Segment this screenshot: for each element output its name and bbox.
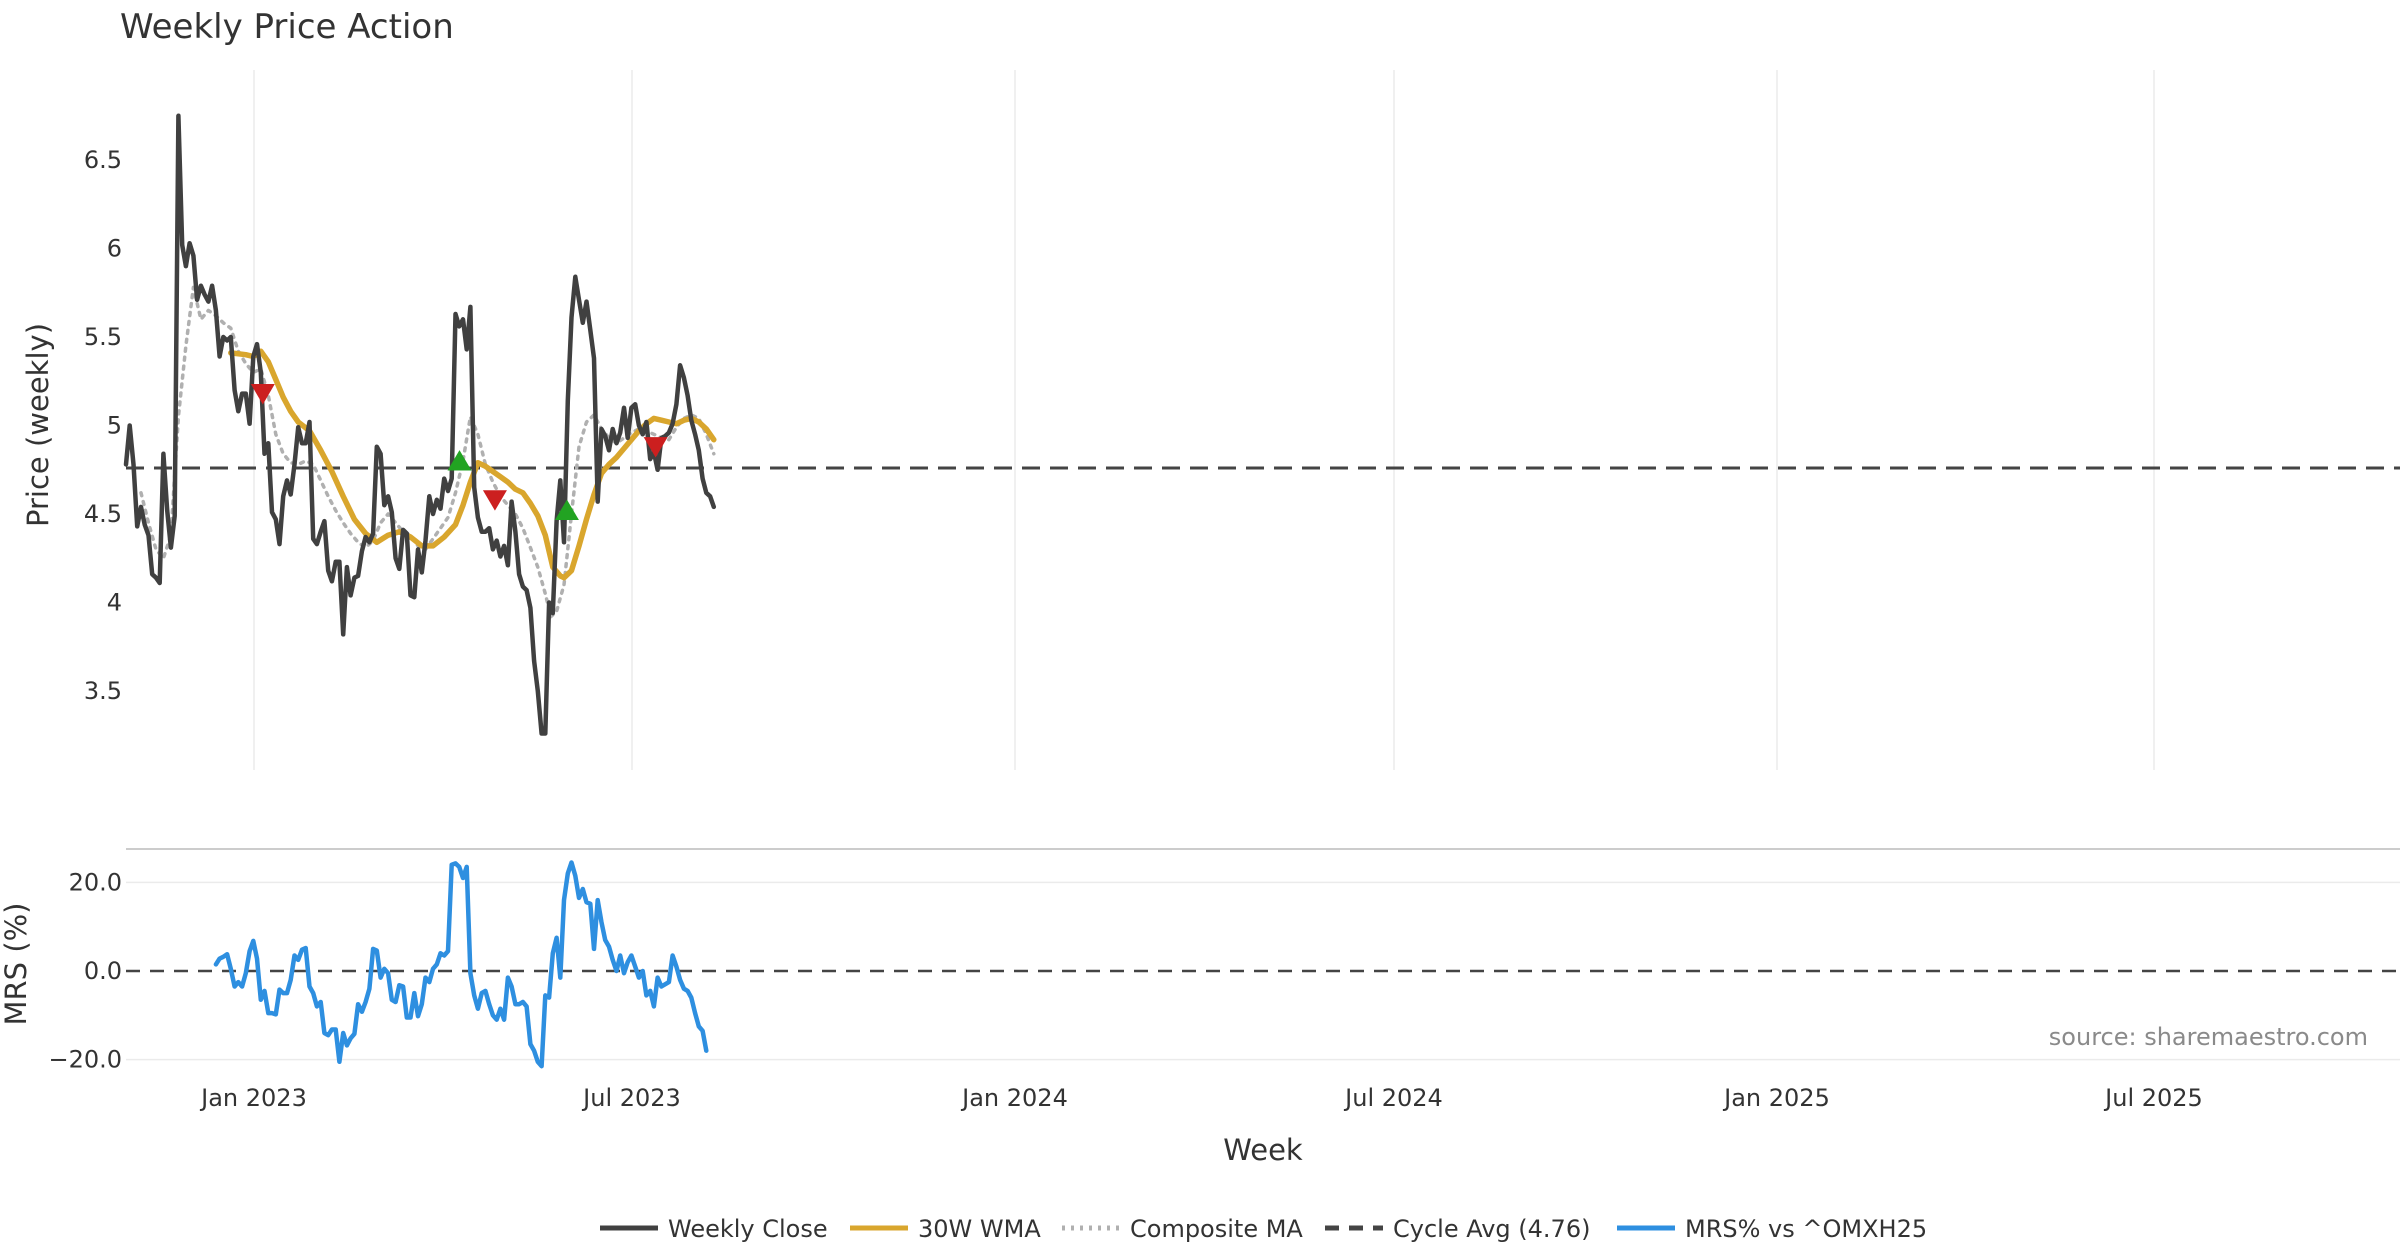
- mrs-panel: −20.0 0.0 20.0 MRS (%) source: sharemaestr…: [0, 848, 2400, 1074]
- chart-title: Weekly Price Action: [120, 7, 454, 47]
- price-y-ticks: 3.5 4 4.5 5 5.5 6 6.5: [84, 146, 122, 705]
- sell-signal-marker-4: [643, 437, 668, 458]
- x-tick-jul-2025: Jul 2025: [2103, 1084, 2203, 1112]
- buy-signal-marker-3: [554, 499, 579, 521]
- price-y-tick-0: 3.5: [84, 677, 122, 705]
- composite-ma-line: [139, 285, 716, 619]
- x-tick-jul-2024: Jul 2024: [1343, 1084, 1443, 1112]
- price-y-tick-4: 5.5: [84, 323, 122, 351]
- x-tick-jan-2024: Jan 2024: [960, 1084, 1068, 1112]
- price-y-tick-6: 6.5: [84, 146, 122, 174]
- legend-label-30w-wma: 30W WMA: [918, 1215, 1041, 1243]
- price-y-tick-5: 6: [107, 235, 122, 263]
- x-axis-label: Week: [1223, 1133, 1303, 1167]
- x-tick-jan-2023: Jan 2023: [199, 1084, 307, 1112]
- x-tick-jul-2023: Jul 2023: [581, 1084, 681, 1112]
- weekly-close-series: [123, 113, 717, 736]
- price-y-axis-label: Price (weekly): [21, 323, 55, 527]
- signal-markers: [250, 384, 668, 521]
- mrs-y-axis-label: MRS (%): [0, 903, 33, 1026]
- mrs-y-tick-0: −20.0: [48, 1046, 122, 1074]
- legend-label-weekly-close: Weekly Close: [668, 1215, 828, 1243]
- legend-label-cycle-avg-4-76: Cycle Avg (4.76): [1393, 1215, 1590, 1243]
- legend: Weekly Close 30W WMA Composite MA Cycle Avg…: [600, 1215, 1927, 1243]
- sell-signal-marker-2: [482, 490, 507, 511]
- price-y-tick-2: 4.5: [84, 500, 122, 528]
- mrs-gridlines: [126, 881, 2400, 1061]
- mrs-y-tick-1: 0.0: [84, 957, 122, 985]
- mrs-series: [126, 860, 2400, 1069]
- composite-ma-series: [139, 285, 716, 619]
- price-panel: 3.5 4 4.5 5 5.5 6 6.5 Price (weekly): [21, 70, 2400, 770]
- price-y-tick-3: 5: [107, 412, 122, 440]
- mrs-y-tick-2: 20.0: [69, 868, 122, 896]
- mrs-vs-omxh25-line: [213, 860, 709, 1069]
- legend-label-mrs-vs-omxh25: MRS% vs ^OMXH25: [1685, 1215, 1927, 1243]
- weekly-close-line: [123, 113, 717, 736]
- price-y-tick-1: 4: [107, 589, 122, 617]
- x-axis-ticks: Jan 2023 Jul 2023 Jan 2024 Jul 2024 Jan 2025…: [199, 1084, 2203, 1112]
- source-label: source: sharemaestro.com: [2049, 1023, 2368, 1051]
- legend-label-composite-ma: Composite MA: [1130, 1215, 1303, 1243]
- x-tick-jan-2025: Jan 2025: [1722, 1084, 1830, 1112]
- mrs-y-ticks: −20.0 0.0 20.0: [48, 868, 122, 1073]
- buy-signal-marker-1: [447, 450, 472, 471]
- price-gridlines: [253, 70, 2155, 770]
- sell-signal-marker-0: [250, 384, 275, 405]
